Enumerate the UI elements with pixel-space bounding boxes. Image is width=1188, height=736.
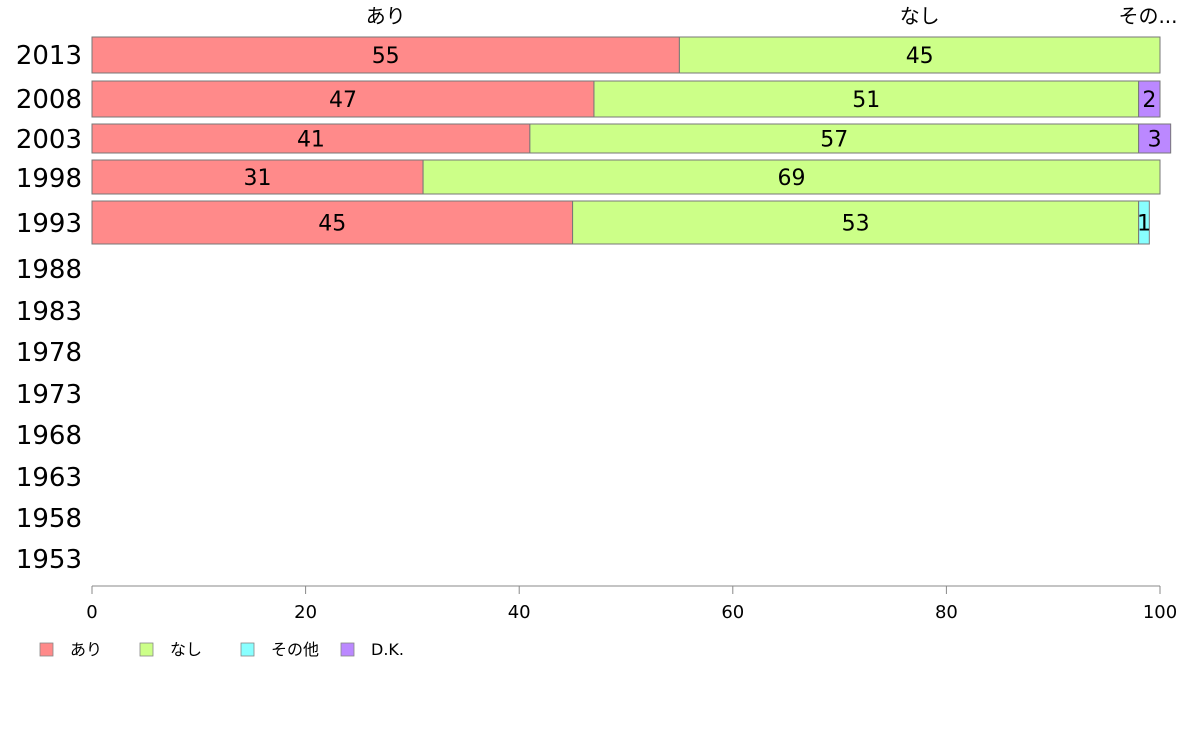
year-label-2003: 2003	[16, 125, 82, 155]
year-label-2013: 2013	[16, 41, 82, 71]
bar-1998-series-0	[91, 159, 424, 195]
legend-label-3: D.K.	[371, 640, 404, 659]
data-label-2008-series-1: 51	[852, 88, 880, 113]
year-label-2008: 2008	[16, 85, 82, 115]
bar-2003-series-0	[91, 123, 531, 154]
year-axis-labels: 2013 2008 2003 1998 1993 1988 1983 1978 1973 1968…	[16, 41, 82, 575]
year-label-1993: 1993	[16, 209, 82, 239]
x-tick-label-5: 100	[1143, 602, 1177, 623]
data-label-1998-series-0: 31	[244, 166, 272, 191]
bars-group: 55 45 47 51 2 41 57 3 31 69 45 53 1	[91, 36, 1172, 245]
data-label-2013-series-1: 45	[906, 44, 934, 69]
year-label-1973: 1973	[16, 380, 82, 410]
bar-1993-series-0	[91, 200, 574, 245]
year-label-1968: 1968	[16, 421, 82, 451]
year-label-1953: 1953	[16, 545, 82, 575]
x-tick-label-0: 0	[86, 602, 97, 623]
bar-2013-series-0	[91, 36, 680, 74]
legend-swatch-0	[39, 642, 54, 657]
year-label-1978: 1978	[16, 338, 82, 368]
legend-label-2: その他	[271, 640, 319, 659]
x-tick-label-3: 60	[721, 602, 744, 623]
bar-2008-series-1	[593, 80, 1140, 118]
data-label-2008-series-0: 47	[329, 88, 357, 113]
bar-2003-series-3	[1138, 123, 1172, 154]
year-label-1963: 1963	[16, 463, 82, 493]
data-label-2003-series-0: 41	[297, 128, 325, 153]
legend-swatch-3	[340, 642, 355, 657]
bar-1998-series-1	[422, 159, 1161, 195]
top-series-labels: あり なし その...	[366, 4, 1178, 28]
year-label-1983: 1983	[16, 297, 82, 327]
bar-1993-series-1	[572, 200, 1140, 245]
data-label-1993-series-2: 1	[1137, 212, 1151, 237]
data-label-2003-series-3: 3	[1148, 128, 1162, 153]
top-label-1: なし	[900, 4, 940, 28]
bar-2008-series-3	[1138, 80, 1161, 118]
x-tick-label-2: 40	[508, 602, 531, 623]
bar-2003-series-1	[529, 123, 1140, 154]
data-label-1993-series-1: 53	[842, 212, 870, 237]
x-tick-label-1: 20	[294, 602, 317, 623]
bar-2013-series-1	[678, 36, 1161, 74]
year-label-1988: 1988	[16, 255, 82, 285]
legend-label-0: あり	[70, 640, 102, 659]
data-label-1998-series-1: 69	[778, 166, 806, 191]
x-tick-label-4: 80	[935, 602, 958, 623]
data-label-1993-series-0: 45	[318, 212, 346, 237]
year-label-1998: 1998	[16, 164, 82, 194]
data-label-2008-series-3: 2	[1142, 88, 1156, 113]
legend-swatch-2	[240, 642, 255, 657]
top-label-0: あり	[366, 4, 406, 28]
bar-2008-series-0	[91, 80, 595, 118]
bar-1993-series-2	[1138, 200, 1150, 245]
top-label-2: その...	[1118, 4, 1177, 28]
legend-swatch-1	[139, 642, 154, 657]
data-label-2003-series-1: 57	[820, 128, 848, 153]
year-label-1958: 1958	[16, 504, 82, 534]
legend-label-1: なし	[170, 640, 202, 659]
legend: あり なし その他 D.K.	[39, 640, 404, 659]
data-label-2013-series-0: 55	[372, 44, 400, 69]
x-axis: 0 20 40 60 80 100	[86, 585, 1177, 623]
